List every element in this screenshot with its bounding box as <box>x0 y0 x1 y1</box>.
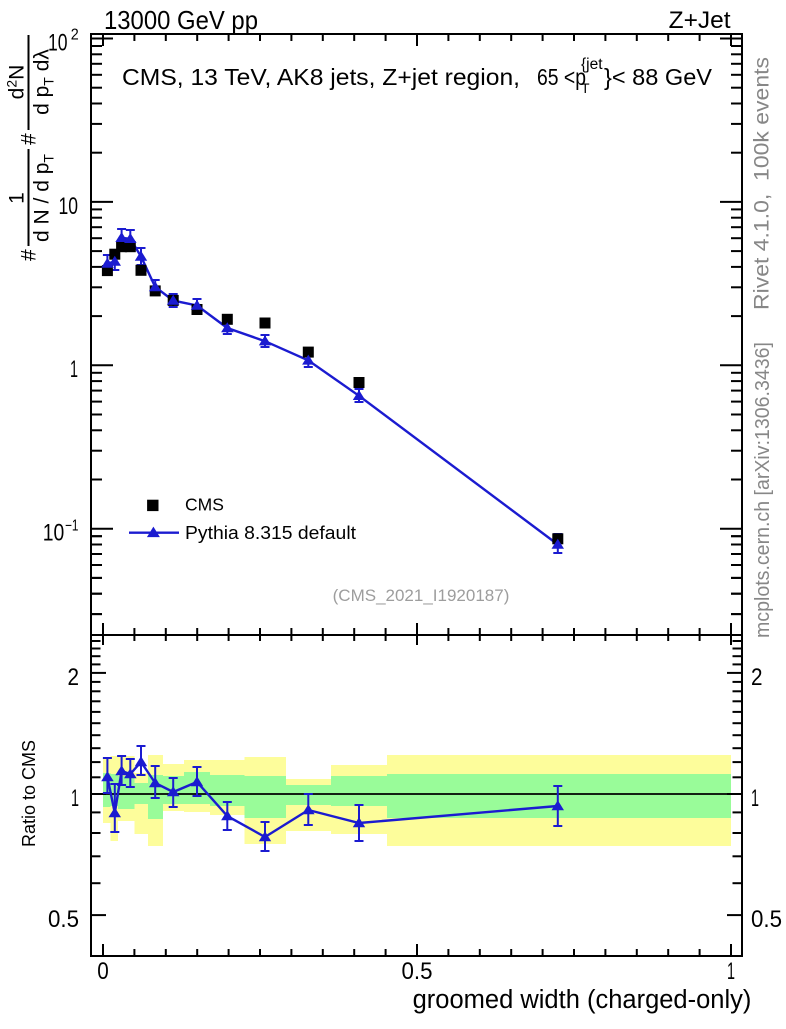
svg-text:10: 10 <box>59 193 79 220</box>
svg-text:(CMS_2021_I1920187): (CMS_2021_I1920187) <box>333 586 510 605</box>
svg-text:T: T <box>581 80 590 96</box>
svg-text:10: 10 <box>43 520 65 547</box>
svg-text:0.5: 0.5 <box>751 906 782 933</box>
svg-text:0: 0 <box>97 958 109 985</box>
svg-text:−1: −1 <box>65 518 79 535</box>
svg-text:2: 2 <box>71 26 79 43</box>
svg-text:65 <p: 65 <p <box>537 64 586 90</box>
svg-text:0.5: 0.5 <box>402 958 433 985</box>
svg-text:0.5: 0.5 <box>48 906 79 933</box>
svg-text:#: # <box>18 133 41 145</box>
svg-text:1: 1 <box>70 356 78 383</box>
svg-text:2: 2 <box>751 664 763 691</box>
svg-text:mcplots.cern.ch [arXiv:1306.34: mcplots.cern.ch [arXiv:1306.3436] <box>752 342 774 638</box>
svg-text:#: # <box>18 249 41 261</box>
svg-text:Ratio to CMS: Ratio to CMS <box>19 740 39 847</box>
svg-text:1: 1 <box>751 785 759 812</box>
svg-text:2: 2 <box>68 664 80 691</box>
svg-text:10: 10 <box>48 29 68 56</box>
svg-text:CMS, 13 TeV, AK8 jets, Z+jet r: CMS, 13 TeV, AK8 jets, Z+jet region, <box>122 64 520 90</box>
svg-text:d N / d pT: d N / d pT <box>31 154 57 242</box>
svg-text:Z+Jet: Z+Jet <box>669 7 731 34</box>
svg-text:1: 1 <box>6 192 29 204</box>
svg-text:CMS: CMS <box>185 495 224 515</box>
svg-text:13000 GeV pp: 13000 GeV pp <box>104 5 258 35</box>
svg-text:Rivet 4.1.0, 100k events: Rivet 4.1.0, 100k events <box>751 57 774 310</box>
svg-text:Pythia 8.315 default: Pythia 8.315 default <box>185 523 356 543</box>
svg-text:groomed width (charged-only): groomed width (charged-only) <box>413 986 752 1014</box>
svg-text:}< 88 GeV: }< 88 GeV <box>604 64 713 90</box>
svg-text:{jet: {jet <box>581 56 603 73</box>
svg-text:1: 1 <box>71 785 79 812</box>
svg-text:1: 1 <box>727 958 735 985</box>
